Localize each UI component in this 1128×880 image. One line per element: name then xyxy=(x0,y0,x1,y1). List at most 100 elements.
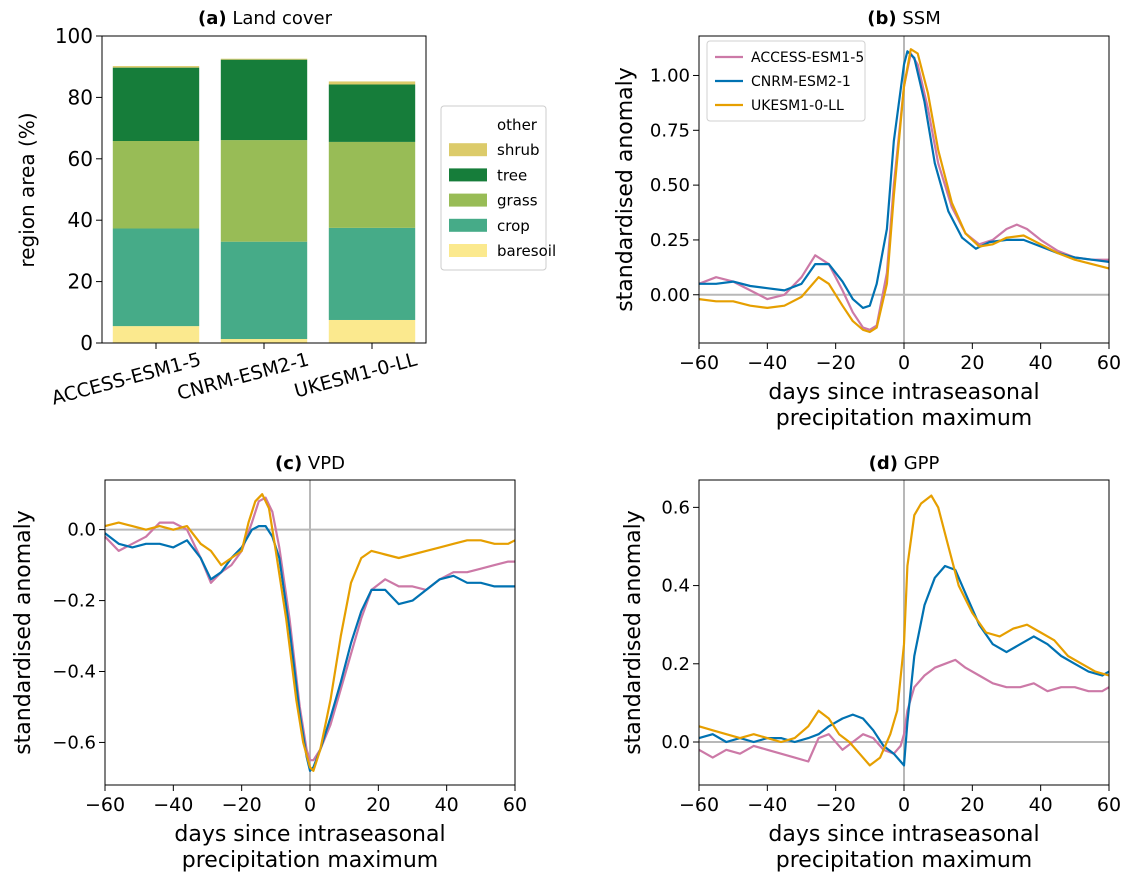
bar-tree-UKESM1-0-LL xyxy=(328,84,416,142)
legend-swatch-crop xyxy=(449,218,487,232)
y-axis-label: standardised anomaly xyxy=(621,510,646,755)
y-tick-label-0.4: 0.4 xyxy=(661,576,690,597)
y-tick-label-0: 0 xyxy=(80,331,93,355)
x-tick-label-0: 0 xyxy=(898,794,910,816)
x-tick-label--40: −40 xyxy=(153,794,193,816)
panel-b-plot: −60 −40 −20 0 20 40 60 0.00 0.25 0.50 0.75 1.00 days… xyxy=(613,35,1121,431)
y-tick-label-1: 1.00 xyxy=(650,65,690,86)
legend-swatch-shrub xyxy=(449,143,487,157)
x-tick-label--60: −60 xyxy=(85,794,125,816)
y-tick-label-40: 40 xyxy=(68,208,93,232)
y-tick-label-0.2: 0.2 xyxy=(661,654,690,675)
x-tick-label--40: −40 xyxy=(747,794,787,816)
legend-label-baresoil: baresoil xyxy=(497,242,556,260)
bar-grass-UKESM1-0-LL xyxy=(328,141,416,228)
y-tick-label-0.6: 0.6 xyxy=(661,497,690,518)
legend-swatch-other xyxy=(449,118,487,131)
y-tick-label-100: 100 xyxy=(55,24,93,48)
legend-label-shrub: shrub xyxy=(497,141,540,159)
bar-baresoil-ACCESS-ESM1-5 xyxy=(112,326,200,343)
panel-a-y-ticks: 0 20 40 60 80 100 xyxy=(55,24,102,355)
x-tick-label-20: 20 xyxy=(960,352,984,374)
panel-c: (c) VPD −60 −40 −20 0 20 40 60 −0.6 −0.4 −0.2 0.0 d… xyxy=(11,453,527,873)
x-axis-label-line-1: days since intraseasonal xyxy=(768,822,1039,847)
series-line-UKESM1-0-LL xyxy=(698,494,1110,767)
y-tick-label-0.75: 0.75 xyxy=(650,120,690,141)
series-line-UKESM1-0-LL xyxy=(104,493,516,772)
x-tick-label-60: 60 xyxy=(1097,794,1121,816)
panel-c-plot: −60 −40 −20 0 20 40 60 −0.6 −0.4 −0.2 0.0 days sinc… xyxy=(11,479,527,873)
y-tick-label-0.5: 0.50 xyxy=(650,175,690,196)
panel-b-legend: ACCESS-ESM1-5 CNRM-ESM2-1 UKESM1-0-LL xyxy=(706,40,866,122)
x-tick-label--20: −20 xyxy=(222,794,262,816)
legend-label-grass: grass xyxy=(497,192,538,210)
x-tick-label-0: 0 xyxy=(898,352,910,374)
panel-a-title: (a) Land cover xyxy=(198,8,333,29)
legend-label-tree: tree xyxy=(497,166,527,184)
panel-c-title: (c) VPD xyxy=(275,453,345,474)
x-tick-label--40: −40 xyxy=(747,352,787,374)
bar-tree-ACCESS-ESM1-5 xyxy=(112,67,200,141)
y-tick-label-0: 0.0 xyxy=(67,520,96,541)
bar-crop-ACCESS-ESM1-5 xyxy=(112,228,200,327)
panel-d-title: (d) GPP xyxy=(869,453,940,474)
x-axis-label-line-2: precipitation maximum xyxy=(182,848,438,873)
y-axis-label: standardised anomaly xyxy=(11,510,36,755)
y-tick-label-0.25: 0.25 xyxy=(650,230,690,251)
bar-grass-CNRM-ESM2-1 xyxy=(220,140,308,242)
legend-frame xyxy=(706,40,866,122)
x-tick-label-60: 60 xyxy=(503,794,527,816)
legend-label-crop: crop xyxy=(497,217,530,235)
panel-a-ylabel: region area (%) xyxy=(15,112,39,267)
x-tick-label--60: −60 xyxy=(679,352,719,374)
x-tick-label-60: 60 xyxy=(1097,352,1121,374)
y-tick-label--0.6: −0.6 xyxy=(52,732,96,753)
y-tick-label-60: 60 xyxy=(68,147,93,171)
x-axis-label-line-1: days since intraseasonal xyxy=(174,822,445,847)
legend-swatch-tree xyxy=(449,168,487,182)
x-axis-label-line-1: days since intraseasonal xyxy=(768,380,1039,405)
x-tick-label-20: 20 xyxy=(366,794,390,816)
series-line-CNRM-ESM2-1 xyxy=(698,564,1110,767)
x-tick-label--20: −20 xyxy=(816,794,856,816)
panel-d: (d) GPP −60 −40 −20 0 20 40 60 0.0 0.2 0.4 0.6 days… xyxy=(621,453,1121,873)
x-tick-label--60: −60 xyxy=(679,794,719,816)
legend-label-ACCESS-ESM1-5: ACCESS-ESM1-5 xyxy=(751,50,864,66)
panel-a-legend: other shrub tree grass crop baresoil xyxy=(440,105,556,271)
x-tick-label-20: 20 xyxy=(960,794,984,816)
x-tick-label-40: 40 xyxy=(1029,794,1053,816)
legend-label-CNRM-ESM2-1: CNRM-ESM2-1 xyxy=(751,74,851,90)
x-axis-label-line-2: precipitation maximum xyxy=(776,848,1032,873)
y-tick-label-20: 20 xyxy=(68,270,93,294)
series-line-ACCESS-ESM1-5 xyxy=(698,658,1110,763)
panel-a: (a) Land cover 0 20 40 60 80 100 ACCESS-ESM1-… xyxy=(15,8,556,410)
x-tick-label-40: 40 xyxy=(1029,352,1053,374)
bar-grass-ACCESS-ESM1-5 xyxy=(112,140,200,229)
x-tick-label-UKESM1-0-LL: UKESM1-0-LL xyxy=(292,348,420,402)
y-tick-label-80: 80 xyxy=(68,85,93,109)
panel-b-title: (b) SSM xyxy=(867,8,940,29)
x-tick-label-40: 40 xyxy=(435,794,459,816)
bar-shrub-ACCESS-ESM1-5 xyxy=(112,66,200,68)
bar-baresoil-UKESM1-0-LL xyxy=(328,319,416,343)
bar-shrub-CNRM-ESM2-1 xyxy=(220,58,308,60)
y-tick-label--0.4: −0.4 xyxy=(52,662,96,683)
x-tick-label-0: 0 xyxy=(304,794,316,816)
y-tick-label-0: 0.00 xyxy=(650,285,690,306)
legend-swatch-grass xyxy=(449,193,487,207)
y-tick-label-0: 0.0 xyxy=(661,732,690,753)
panel-d-plot: −60 −40 −20 0 20 40 60 0.0 0.2 0.4 0.6 days since i… xyxy=(621,479,1121,873)
bar-baresoil-CNRM-ESM2-1 xyxy=(220,339,308,343)
x-tick-label--20: −20 xyxy=(816,352,856,374)
legend-label-UKESM1-0-LL: UKESM1-0-LL xyxy=(751,98,844,114)
y-tick-label--0.2: −0.2 xyxy=(52,591,96,612)
bar-crop-UKESM1-0-LL xyxy=(328,227,416,320)
y-axis-label: standardised anomaly xyxy=(613,67,638,312)
legend-swatch-baresoil xyxy=(449,244,487,257)
bar-shrub-UKESM1-0-LL xyxy=(328,81,416,85)
x-axis-label-line-2: precipitation maximum xyxy=(776,406,1032,431)
series-line-CNRM-ESM2-1 xyxy=(699,50,1110,309)
series-line-UKESM1-0-LL xyxy=(698,48,1110,334)
